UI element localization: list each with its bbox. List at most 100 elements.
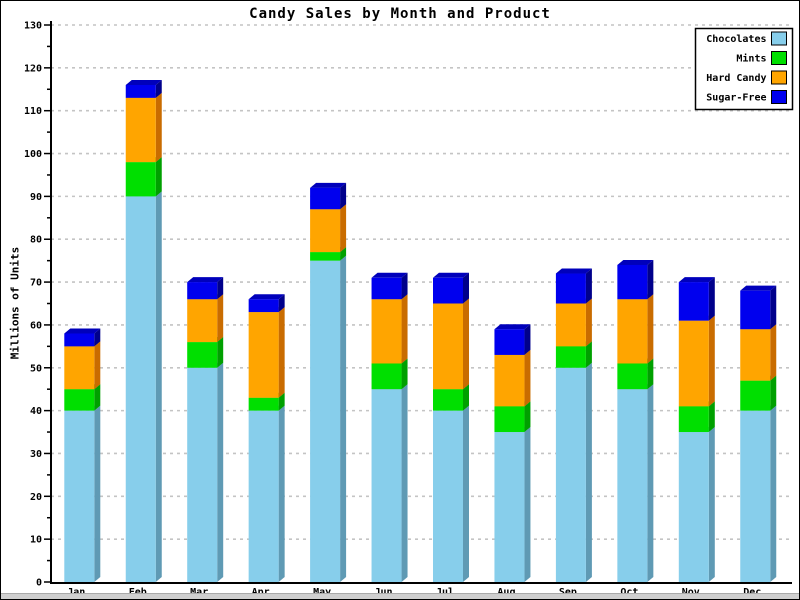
y-tick-label: 20 [30, 492, 42, 503]
bar-top-Feb-Sugar-Free [125, 79, 162, 85]
bar-side-Jan-Chocolates [94, 405, 101, 582]
y-tick-label: 120 [24, 63, 42, 74]
bar-side-Sep-Hard Candy [585, 298, 592, 347]
bar-segment-Jan-Mints [64, 389, 95, 411]
bar-side-Jul-Hard Candy [463, 298, 469, 390]
legend-swatch-Hard Candy [771, 70, 787, 85]
bar-side-Jul-Mints [463, 384, 469, 411]
bar-side-Jul-Sugar-Free [463, 272, 469, 304]
bar-segment-Sep-Mints [555, 346, 586, 368]
bar-segment-Mar-Mints [187, 342, 218, 368]
y-tick-label: 80 [30, 235, 42, 246]
bar-side-Sep-Mints [585, 341, 592, 368]
x-tick-label-Aug: Aug [497, 587, 515, 594]
bar-segment-Sep-Sugar-Free [555, 273, 586, 304]
bar-side-Feb-Chocolates [155, 191, 162, 582]
bar-side-Sep-Chocolates [585, 362, 592, 582]
y-tick-label: 10 [30, 535, 42, 546]
bar-segment-Feb-Hard Candy [125, 97, 156, 163]
bar-side-Jan-Mints [94, 384, 101, 411]
bar-side-Jun-Mints [401, 358, 408, 390]
bar-top-Nov-Sugar-Free [678, 277, 715, 283]
bar-side-Jun-Sugar-Free [401, 272, 408, 300]
bar-side-Oct-Mints [647, 358, 654, 390]
bar-side-Feb-Sugar-Free [155, 79, 162, 98]
bar-side-Feb-Mints [155, 157, 162, 197]
bar-side-Apr-Hard Candy [278, 307, 285, 398]
bar-segment-May-Mints [310, 252, 341, 261]
bar-side-Nov-Chocolates [708, 427, 715, 582]
y-tick-label: 110 [24, 106, 42, 117]
y-tick-label: 40 [30, 406, 42, 417]
bar-segment-Nov-Chocolates [678, 432, 709, 582]
bar-top-Apr-Sugar-Free [248, 294, 285, 300]
bar-side-Nov-Hard Candy [708, 315, 715, 407]
bar-segment-Aug-Sugar-Free [494, 329, 525, 355]
bar-side-Jan-Sugar-Free [94, 328, 101, 347]
bar-segment-Oct-Mints [617, 363, 648, 390]
bar-side-Jun-Chocolates [401, 384, 408, 582]
bar-side-Apr-Sugar-Free [278, 294, 285, 313]
bar-top-Sep-Sugar-Free [555, 268, 592, 274]
x-tick-label-Apr: Apr [252, 587, 270, 594]
bar-segment-Feb-Chocolates [125, 196, 156, 582]
bar-top-Jan-Sugar-Free [64, 328, 101, 334]
bar-segment-Oct-Sugar-Free [617, 264, 648, 300]
bar-segment-Jan-Sugar-Free [64, 333, 95, 347]
bar-segment-Sep-Hard Candy [555, 303, 586, 347]
bar-side-Mar-Chocolates [217, 362, 224, 582]
bar-segment-Jun-Mints [371, 363, 402, 390]
bar-segment-Dec-Chocolates [740, 410, 771, 582]
bar-side-Dec-Sugar-Free [770, 285, 777, 330]
bar-segment-May-Sugar-Free [310, 187, 341, 210]
bar-side-May-Chocolates [340, 255, 347, 582]
x-tick-label-Oct: Oct [620, 587, 638, 594]
y-tick-label: 60 [30, 320, 42, 331]
bar-side-Apr-Chocolates [278, 405, 285, 582]
x-tick-label-Jan: Jan [67, 587, 85, 594]
legend-label-Mints: Mints [736, 53, 766, 65]
bar-segment-Jun-Sugar-Free [371, 277, 402, 300]
legend-label-Sugar-Free: Sugar-Free [706, 93, 766, 104]
bar-top-Aug-Sugar-Free [494, 324, 531, 330]
chart-title: Candy Sales by Month and Product [249, 6, 551, 22]
bar-segment-Feb-Sugar-Free [125, 84, 156, 98]
bar-side-Mar-Mints [217, 337, 224, 368]
bar-top-Jul-Sugar-Free [433, 272, 469, 278]
bar-side-Feb-Hard Candy [155, 92, 162, 163]
bar-side-Aug-Sugar-Free [524, 324, 531, 355]
bar-side-May-Hard Candy [340, 204, 347, 253]
bar-segment-Jul-Chocolates [433, 410, 463, 582]
bar-segment-Sep-Chocolates [555, 367, 586, 582]
legend-swatch-Sugar-Free [771, 90, 787, 104]
y-tick-label: 50 [30, 363, 42, 374]
x-tick-label-Dec: Dec [743, 587, 761, 594]
bar-segment-Oct-Hard Candy [617, 299, 648, 364]
bar-side-Oct-Chocolates [647, 384, 654, 582]
bar-top-Dec-Sugar-Free [740, 285, 777, 291]
bar-side-Nov-Sugar-Free [708, 277, 715, 321]
bar-side-Apr-Mints [278, 392, 285, 411]
bar-side-Dec-Hard Candy [770, 324, 777, 381]
y-tick-label: 90 [30, 192, 42, 203]
bar-side-Oct-Sugar-Free [647, 259, 654, 300]
bar-segment-Apr-Mints [248, 397, 279, 411]
bar-segment-Jun-Chocolates [371, 389, 402, 582]
x-tick-label-Jun: Jun [375, 587, 393, 594]
bar-side-Jun-Hard Candy [401, 294, 408, 364]
x-tick-label-Mar: Mar [190, 587, 208, 594]
bar-side-Dec-Mints [770, 375, 777, 411]
bar-segment-Nov-Hard Candy [678, 320, 709, 407]
legend-label-Hard Candy: Hard Candy [706, 73, 766, 84]
x-tick-label-Sep: Sep [559, 587, 577, 594]
bar-segment-Aug-Hard Candy [494, 354, 525, 407]
bar-top-Jun-Sugar-Free [371, 272, 408, 278]
bar-side-May-Mints [340, 247, 347, 261]
bar-side-Sep-Sugar-Free [585, 268, 592, 304]
y-tick-label: 70 [30, 278, 42, 289]
bar-segment-Nov-Mints [678, 406, 709, 433]
bar-top-Mar-Sugar-Free [187, 277, 224, 283]
bar-top-Oct-Sugar-Free [617, 259, 654, 265]
